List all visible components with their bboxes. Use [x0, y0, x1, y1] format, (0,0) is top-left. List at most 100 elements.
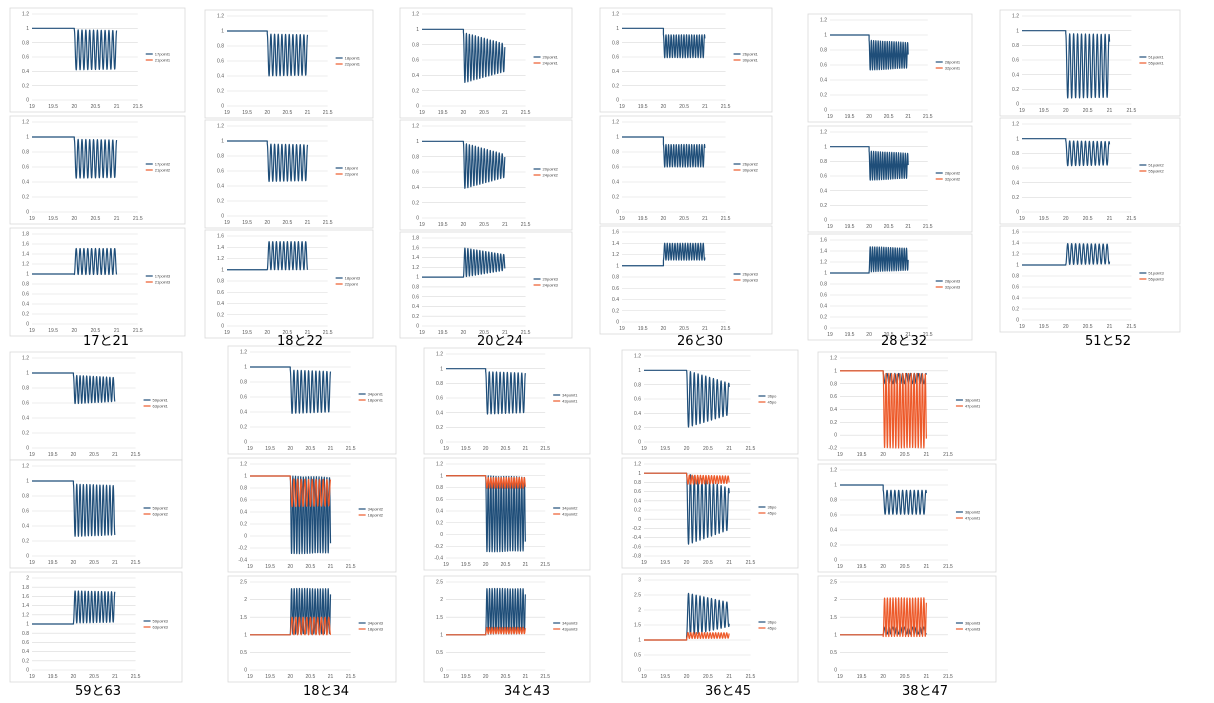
- y-tick-label: 0: [26, 668, 29, 674]
- y-tick-label: 1: [824, 271, 827, 277]
- x-tick-label: 19: [224, 330, 230, 336]
- chart-frame: [204, 9, 374, 119]
- x-tick-label: 20.5: [89, 560, 99, 566]
- legend-label: 18point: [345, 165, 359, 170]
- series-1-line: [32, 590, 116, 625]
- y-tick-label: 0: [834, 668, 837, 674]
- x-tick-label: 20.5: [501, 446, 511, 452]
- legend-label: 45po: [767, 510, 777, 515]
- y-tick-label: 0.8: [820, 159, 827, 165]
- y-tick-label: 1.4: [412, 255, 419, 261]
- x-tick-label: 20: [72, 216, 78, 222]
- y-tick-label: 0.5: [634, 653, 641, 659]
- y-tick-label: 1: [440, 366, 443, 372]
- x-tick-label: 20.5: [91, 328, 101, 334]
- chart-frame: [999, 225, 1181, 333]
- y-tick-label: 0.2: [217, 199, 224, 205]
- y-tick-label: 2: [440, 597, 443, 603]
- y-tick-label: 0.6: [22, 401, 29, 407]
- y-tick-label: 1: [244, 632, 247, 638]
- y-tick-label: 2.5: [436, 580, 443, 586]
- x-tick-label: 19: [29, 560, 35, 566]
- legend-label: 59point3: [153, 618, 169, 623]
- y-tick-label: 0.2: [22, 431, 29, 437]
- chart-frame: [423, 347, 591, 455]
- x-tick-label: 20: [661, 326, 667, 332]
- series-1-line: [830, 246, 909, 274]
- y-tick-label: 1.2: [612, 12, 619, 18]
- x-tick-label: 20: [287, 446, 293, 452]
- y-tick-label: 0.4: [217, 301, 224, 307]
- x-tick-label: 19: [827, 114, 833, 120]
- pair-title: 59と63: [75, 684, 121, 699]
- x-tick-label: 20: [661, 104, 667, 110]
- x-tick-label: 19: [1019, 324, 1025, 330]
- series-1-line: [830, 146, 909, 181]
- legend-label: 21point1: [155, 57, 171, 62]
- y-tick-label: 1.2: [412, 265, 419, 271]
- x-tick-label: 19: [29, 104, 35, 110]
- y-tick-label: 1.2: [830, 468, 837, 474]
- y-tick-label: 0.8: [22, 494, 29, 500]
- x-tick-label: 19: [641, 446, 647, 452]
- y-tick-label: 1.5: [634, 623, 641, 629]
- y-tick-label: 1.2: [820, 18, 827, 24]
- x-tick-label: 21: [112, 560, 118, 566]
- y-tick-label: -0.4: [632, 535, 641, 541]
- legend-label: 28point3: [945, 278, 961, 283]
- legend-label: 18point2: [368, 512, 384, 517]
- y-tick-label: -0.4: [238, 558, 247, 564]
- y-tick-label: 0.4: [820, 188, 827, 194]
- y-tick-label: 0.8: [612, 40, 619, 46]
- x-tick-label: 21.5: [923, 224, 933, 230]
- y-tick-label: 0: [616, 98, 619, 104]
- x-tick-label: 21: [502, 110, 508, 116]
- y-tick-label: 0.2: [830, 543, 837, 549]
- x-tick-label: 20: [287, 674, 293, 680]
- series-1-line: [446, 368, 526, 415]
- y-tick-label: -0.4: [434, 556, 443, 562]
- legend-label: 20point1: [543, 54, 559, 59]
- series-1-line: [32, 27, 118, 71]
- y-tick-label: 1.2: [820, 130, 827, 136]
- x-tick-label: 19.5: [242, 110, 252, 116]
- x-tick-label: 21: [905, 332, 911, 338]
- x-tick-label: 20: [684, 560, 690, 566]
- chart-pair-6: 0 0.2 0.4 0.6 0.8 1 1.2 19 19.5 20 20.5 21 21.5 51poi…: [999, 9, 1181, 349]
- y-tick-label: 0.2: [1012, 195, 1019, 201]
- y-tick-label: 1.5: [436, 615, 443, 621]
- y-tick-label: 1: [416, 275, 419, 281]
- y-tick-label: 1: [26, 26, 29, 32]
- y-tick-label: 0: [440, 668, 443, 674]
- series-1-line: [422, 140, 506, 189]
- y-tick-label: 0: [416, 216, 419, 222]
- chart-frame: [9, 7, 186, 113]
- chart-frame: [999, 117, 1181, 225]
- y-tick-label: 1.2: [217, 256, 224, 262]
- y-tick-label: 1.4: [22, 603, 29, 609]
- legend-label: 47point1: [965, 515, 981, 520]
- y-tick-label: 0.2: [22, 312, 29, 318]
- y-tick-label: 0.4: [820, 304, 827, 310]
- x-tick-label: 20: [880, 452, 886, 458]
- legend-label: 17point1: [155, 51, 171, 56]
- y-tick-label: 0.8: [634, 480, 641, 486]
- y-tick-label: 0.2: [634, 425, 641, 431]
- y-tick-label: 1.5: [830, 615, 837, 621]
- x-tick-label: 19.5: [461, 674, 471, 680]
- x-tick-label: 20.5: [1083, 324, 1093, 330]
- x-tick-label: 20: [661, 216, 667, 222]
- y-tick-label: -0.8: [632, 554, 641, 560]
- y-tick-label: 0: [1016, 102, 1019, 108]
- x-tick-label: 20.5: [703, 446, 713, 452]
- y-tick-label: 0.6: [217, 169, 224, 175]
- series-1-line: [622, 136, 706, 168]
- x-tick-label: 19.5: [438, 330, 448, 336]
- x-tick-label: 20: [72, 104, 78, 110]
- chart-frame: [9, 115, 186, 225]
- series-1-line: [422, 28, 506, 84]
- legend-label: 34point2: [368, 506, 384, 511]
- x-tick-label: 19.5: [1039, 108, 1049, 114]
- x-tick-label: 19: [827, 332, 833, 338]
